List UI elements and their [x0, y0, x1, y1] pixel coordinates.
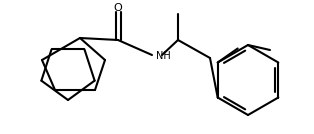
Text: NH: NH: [156, 51, 171, 61]
Text: O: O: [114, 3, 122, 13]
